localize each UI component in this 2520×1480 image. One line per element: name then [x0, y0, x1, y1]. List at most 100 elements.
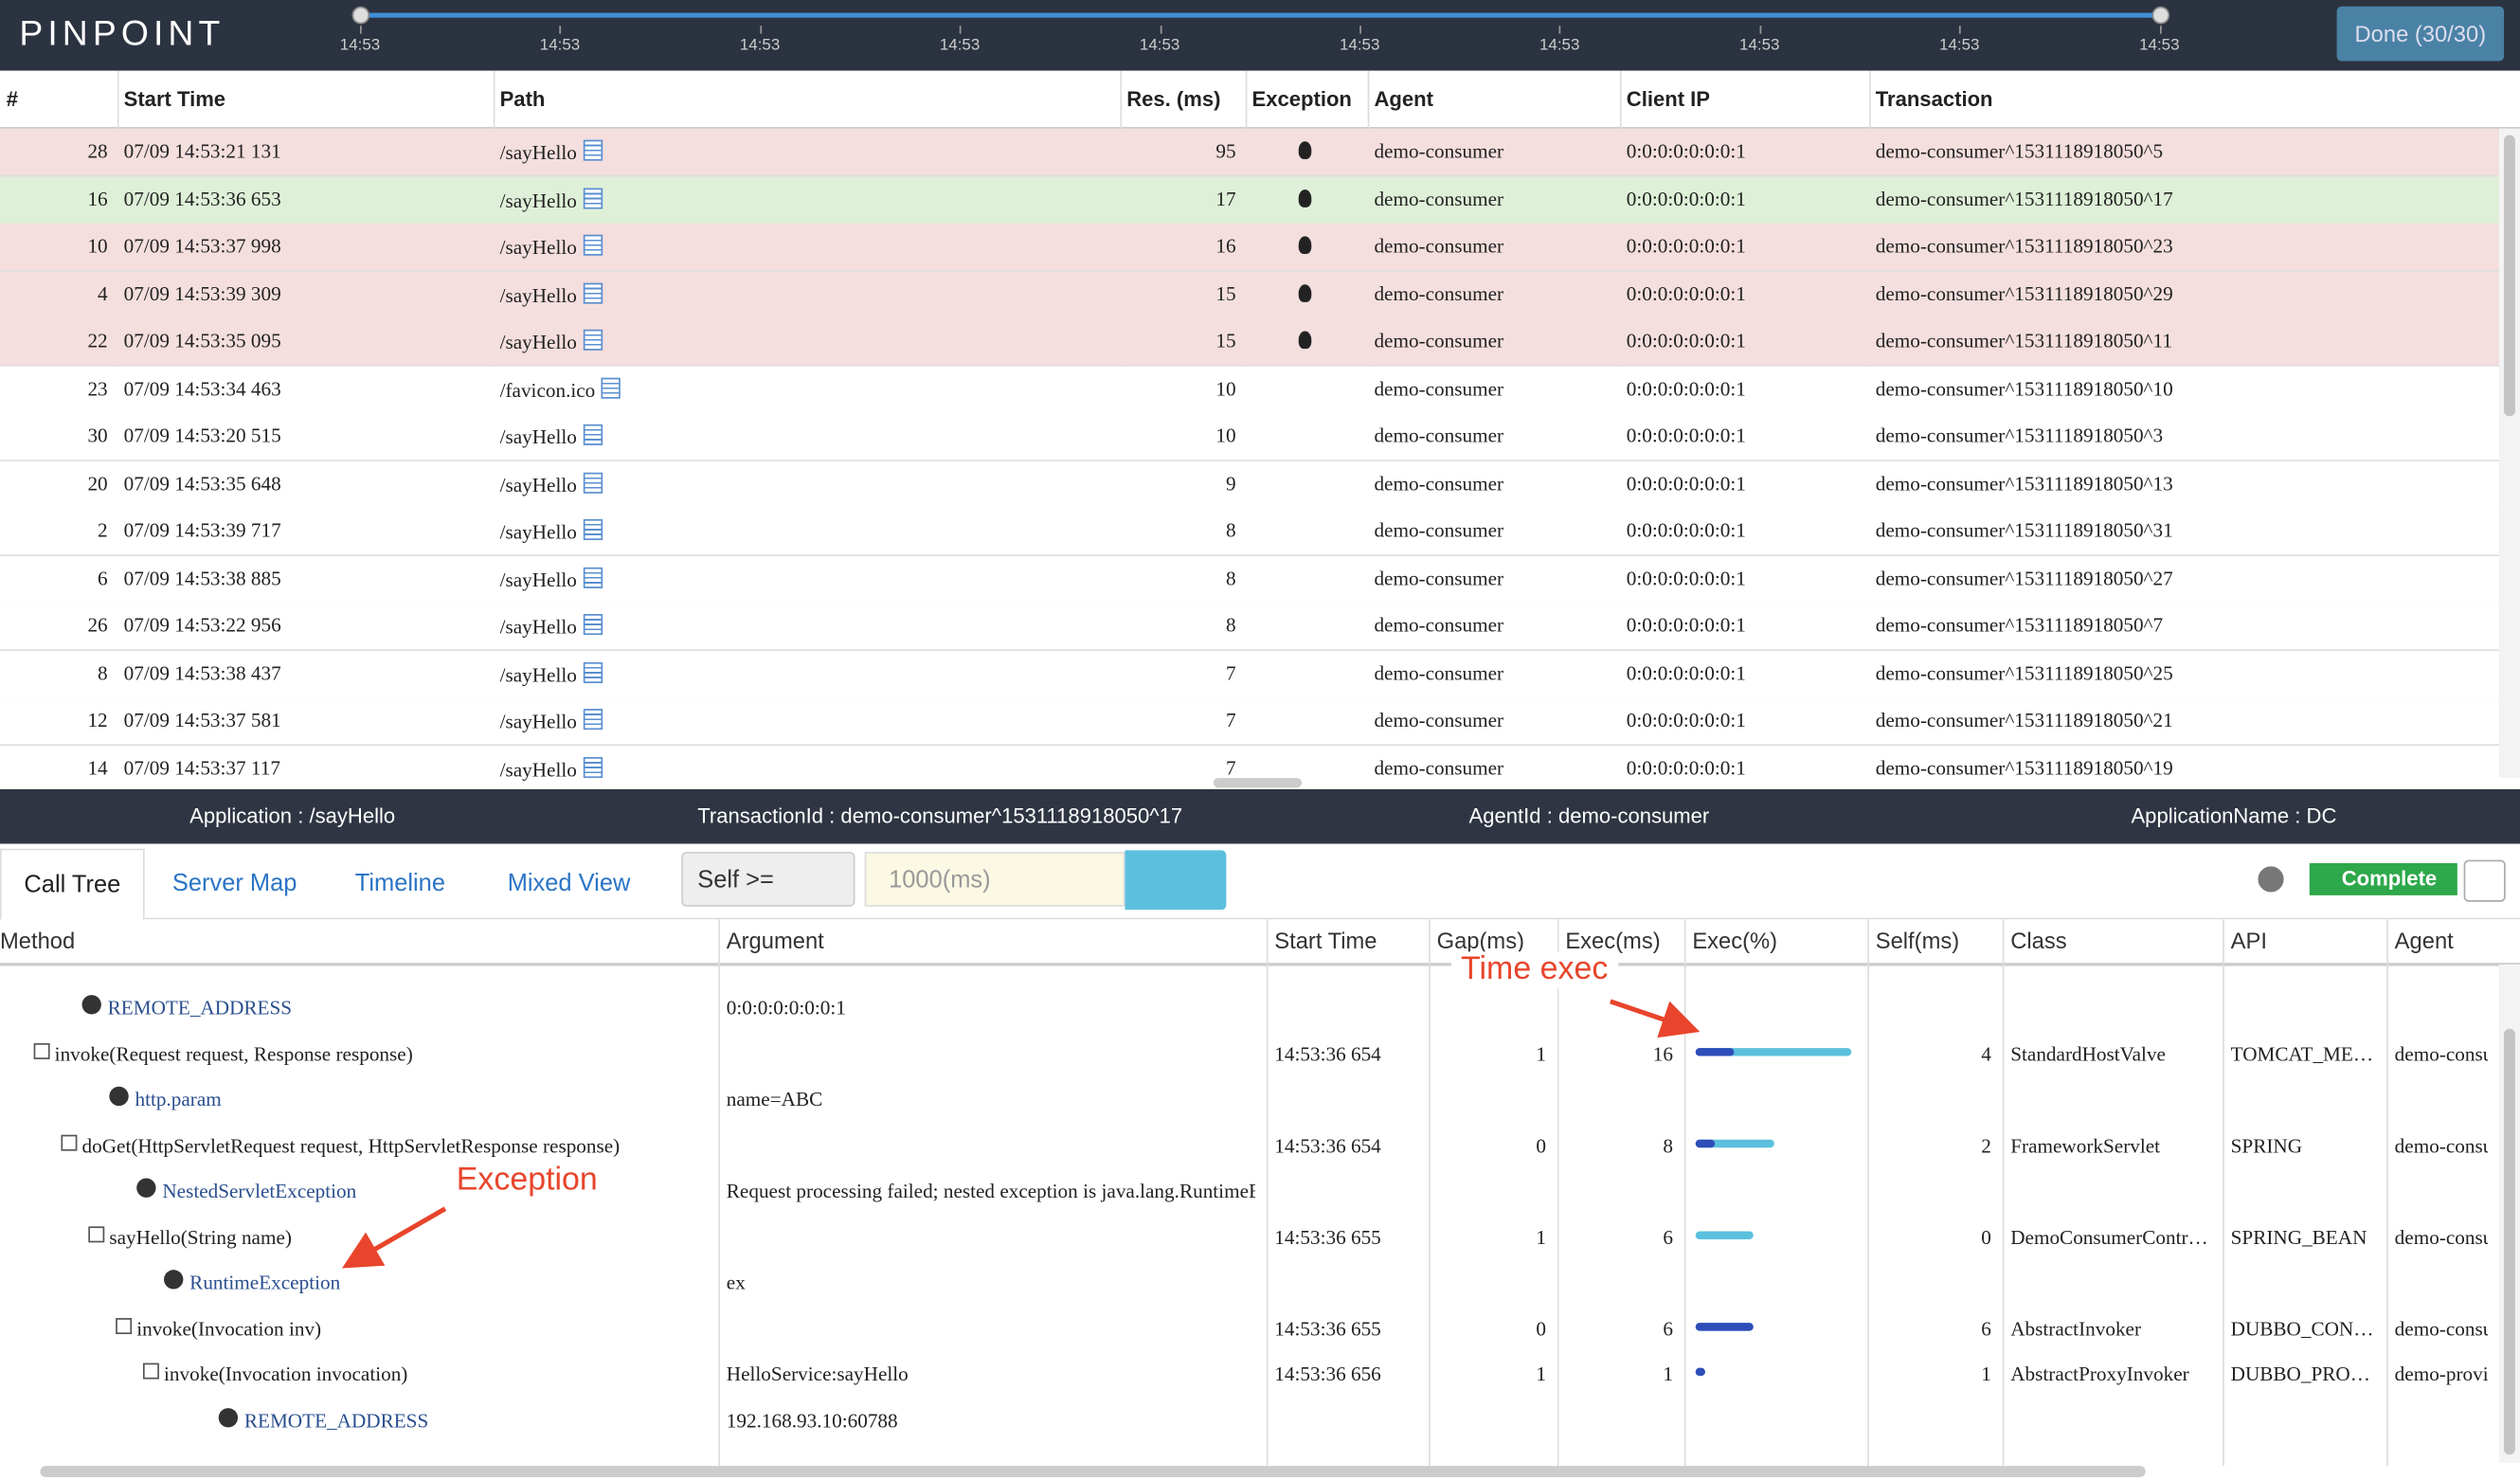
column-divider — [1683, 919, 1686, 1467]
transaction-row[interactable] — [0, 270, 2499, 319]
expand-icon[interactable] — [33, 1042, 50, 1059]
transaction-row[interactable] — [0, 365, 2499, 414]
exec: 8 — [1663, 1133, 1673, 1157]
timeline-handle[interactable] — [2151, 6, 2170, 25]
transaction-row[interactable] — [0, 460, 2499, 509]
path: /sayHello — [500, 518, 603, 545]
agent: demo-consumer — [1374, 139, 1504, 163]
transaction-row[interactable] — [0, 508, 2499, 556]
agent: demo-provic — [2394, 1363, 2489, 1386]
response-time: 8 — [1225, 566, 1236, 589]
timeline-label: 14:53 — [739, 37, 781, 55]
path-icon[interactable] — [583, 187, 603, 208]
class: StandardHostValve — [2010, 1042, 2166, 1065]
client-ip: 0:0:0:0:0:0:0:1 — [1626, 614, 1746, 637]
expand-icon[interactable] — [88, 1225, 105, 1242]
done-button[interactable]: Done (30/30) — [2336, 6, 2505, 62]
api: DUBBO_PRO… — [2230, 1363, 2370, 1386]
path-icon[interactable] — [583, 661, 603, 683]
method: sayHello(String name) — [109, 1225, 292, 1249]
client-ip: 0:0:0:0:0:0:0:1 — [1626, 281, 1746, 305]
scrollbar-thumb[interactable] — [2504, 135, 2515, 417]
search-button[interactable] — [1125, 850, 1227, 911]
scrollbar-thumb[interactable] — [2504, 1028, 2515, 1455]
open-button[interactable] — [2463, 859, 2506, 902]
start-time: 07/09 14:53:36 653 — [123, 187, 281, 210]
tab[interactable]: Call Tree — [0, 848, 145, 922]
transaction-row[interactable] — [0, 317, 2499, 367]
method: invoke(Invocation invocation) — [164, 1363, 408, 1386]
api: SPRING_BEAN — [2230, 1225, 2367, 1249]
agent: demo-consu — [2394, 1317, 2489, 1340]
path-icon[interactable] — [583, 139, 603, 161]
transaction-row[interactable] — [0, 223, 2499, 272]
path-icon[interactable] — [583, 518, 603, 541]
path: /sayHello — [500, 234, 603, 261]
expand-icon[interactable] — [61, 1133, 78, 1150]
transaction-row[interactable] — [0, 697, 2499, 747]
path-icon[interactable] — [583, 614, 603, 636]
path-icon[interactable] — [583, 281, 603, 303]
self-bar — [1695, 1322, 1755, 1330]
self-bar — [1695, 1138, 1716, 1147]
start-time: 07/09 14:53:37 117 — [123, 756, 280, 779]
expand-icon[interactable] — [142, 1363, 159, 1380]
transaction-row[interactable] — [0, 603, 2499, 652]
transaction-id: demo-consumer^1531118918050^7 — [1875, 614, 2164, 637]
tab[interactable]: Mixed View — [507, 869, 631, 897]
start-time: 07/09 14:53:39 717 — [123, 518, 281, 542]
path-icon[interactable] — [583, 709, 603, 731]
column-header: Class — [2010, 927, 2067, 953]
filter-input[interactable]: 1000(ms) — [864, 852, 1125, 907]
transaction-row[interactable] — [0, 412, 2499, 461]
column-header: Exec(%) — [1692, 927, 1778, 953]
method: invoke(Request request, Response respons… — [54, 1042, 413, 1065]
response-time: 95 — [1215, 139, 1236, 163]
path-icon[interactable] — [583, 756, 603, 778]
path-icon[interactable] — [602, 376, 621, 398]
client-ip: 0:0:0:0:0:0:0:1 — [1626, 139, 1746, 163]
timeline-handle[interactable] — [351, 6, 370, 25]
client-ip: 0:0:0:0:0:0:0:1 — [1626, 234, 1746, 258]
method: REMOTE_ADDRESS — [107, 996, 293, 1020]
timeline-label: 14:53 — [1939, 37, 1980, 55]
expand-icon[interactable] — [116, 1317, 133, 1334]
transaction-row[interactable] — [0, 555, 2499, 605]
path-icon[interactable] — [583, 424, 603, 445]
self: 1 — [1981, 1363, 1991, 1386]
info-bar — [0, 788, 2520, 844]
exception-icon — [1298, 236, 1312, 255]
path-icon[interactable] — [583, 471, 603, 493]
method: http.param — [135, 1088, 222, 1111]
response-time: 15 — [1215, 329, 1236, 352]
path-icon[interactable] — [583, 566, 603, 588]
path-icon[interactable] — [583, 329, 603, 351]
transaction-row[interactable] — [0, 650, 2499, 699]
agent: demo-consu — [2394, 1133, 2489, 1157]
path: /sayHello — [500, 187, 603, 213]
column-divider — [1557, 919, 1559, 1467]
agent: demo-consumer — [1374, 424, 1504, 447]
agent: demo-consumer — [1374, 471, 1504, 495]
api: TOMCAT_ME… — [2230, 1042, 2374, 1065]
response-time: 17 — [1215, 187, 1236, 210]
client-ip: 0:0:0:0:0:0:0:1 — [1626, 661, 1746, 684]
start-time: 14:53:36 654 — [1274, 1133, 1381, 1157]
row-number: 2 — [98, 518, 108, 542]
agent: demo-consu — [2394, 1042, 2489, 1065]
tab[interactable]: Server Map — [171, 869, 297, 897]
arrow — [342, 1206, 447, 1269]
exec-bar — [1695, 1138, 1774, 1147]
filter-select[interactable]: Self >= — [681, 852, 855, 907]
timeline-label: 14:53 — [1539, 37, 1580, 55]
arrow — [1610, 999, 1701, 1038]
tab[interactable]: Timeline — [354, 869, 446, 897]
transaction-row[interactable] — [0, 175, 2499, 225]
path-icon[interactable] — [583, 234, 603, 256]
transaction-id: demo-consumer^1531118918050^27 — [1875, 566, 2173, 589]
exec: 6 — [1663, 1317, 1673, 1340]
row-number: 14 — [87, 756, 108, 779]
argument: ex — [726, 1271, 746, 1294]
timeline-label: 14:53 — [1139, 37, 1180, 55]
